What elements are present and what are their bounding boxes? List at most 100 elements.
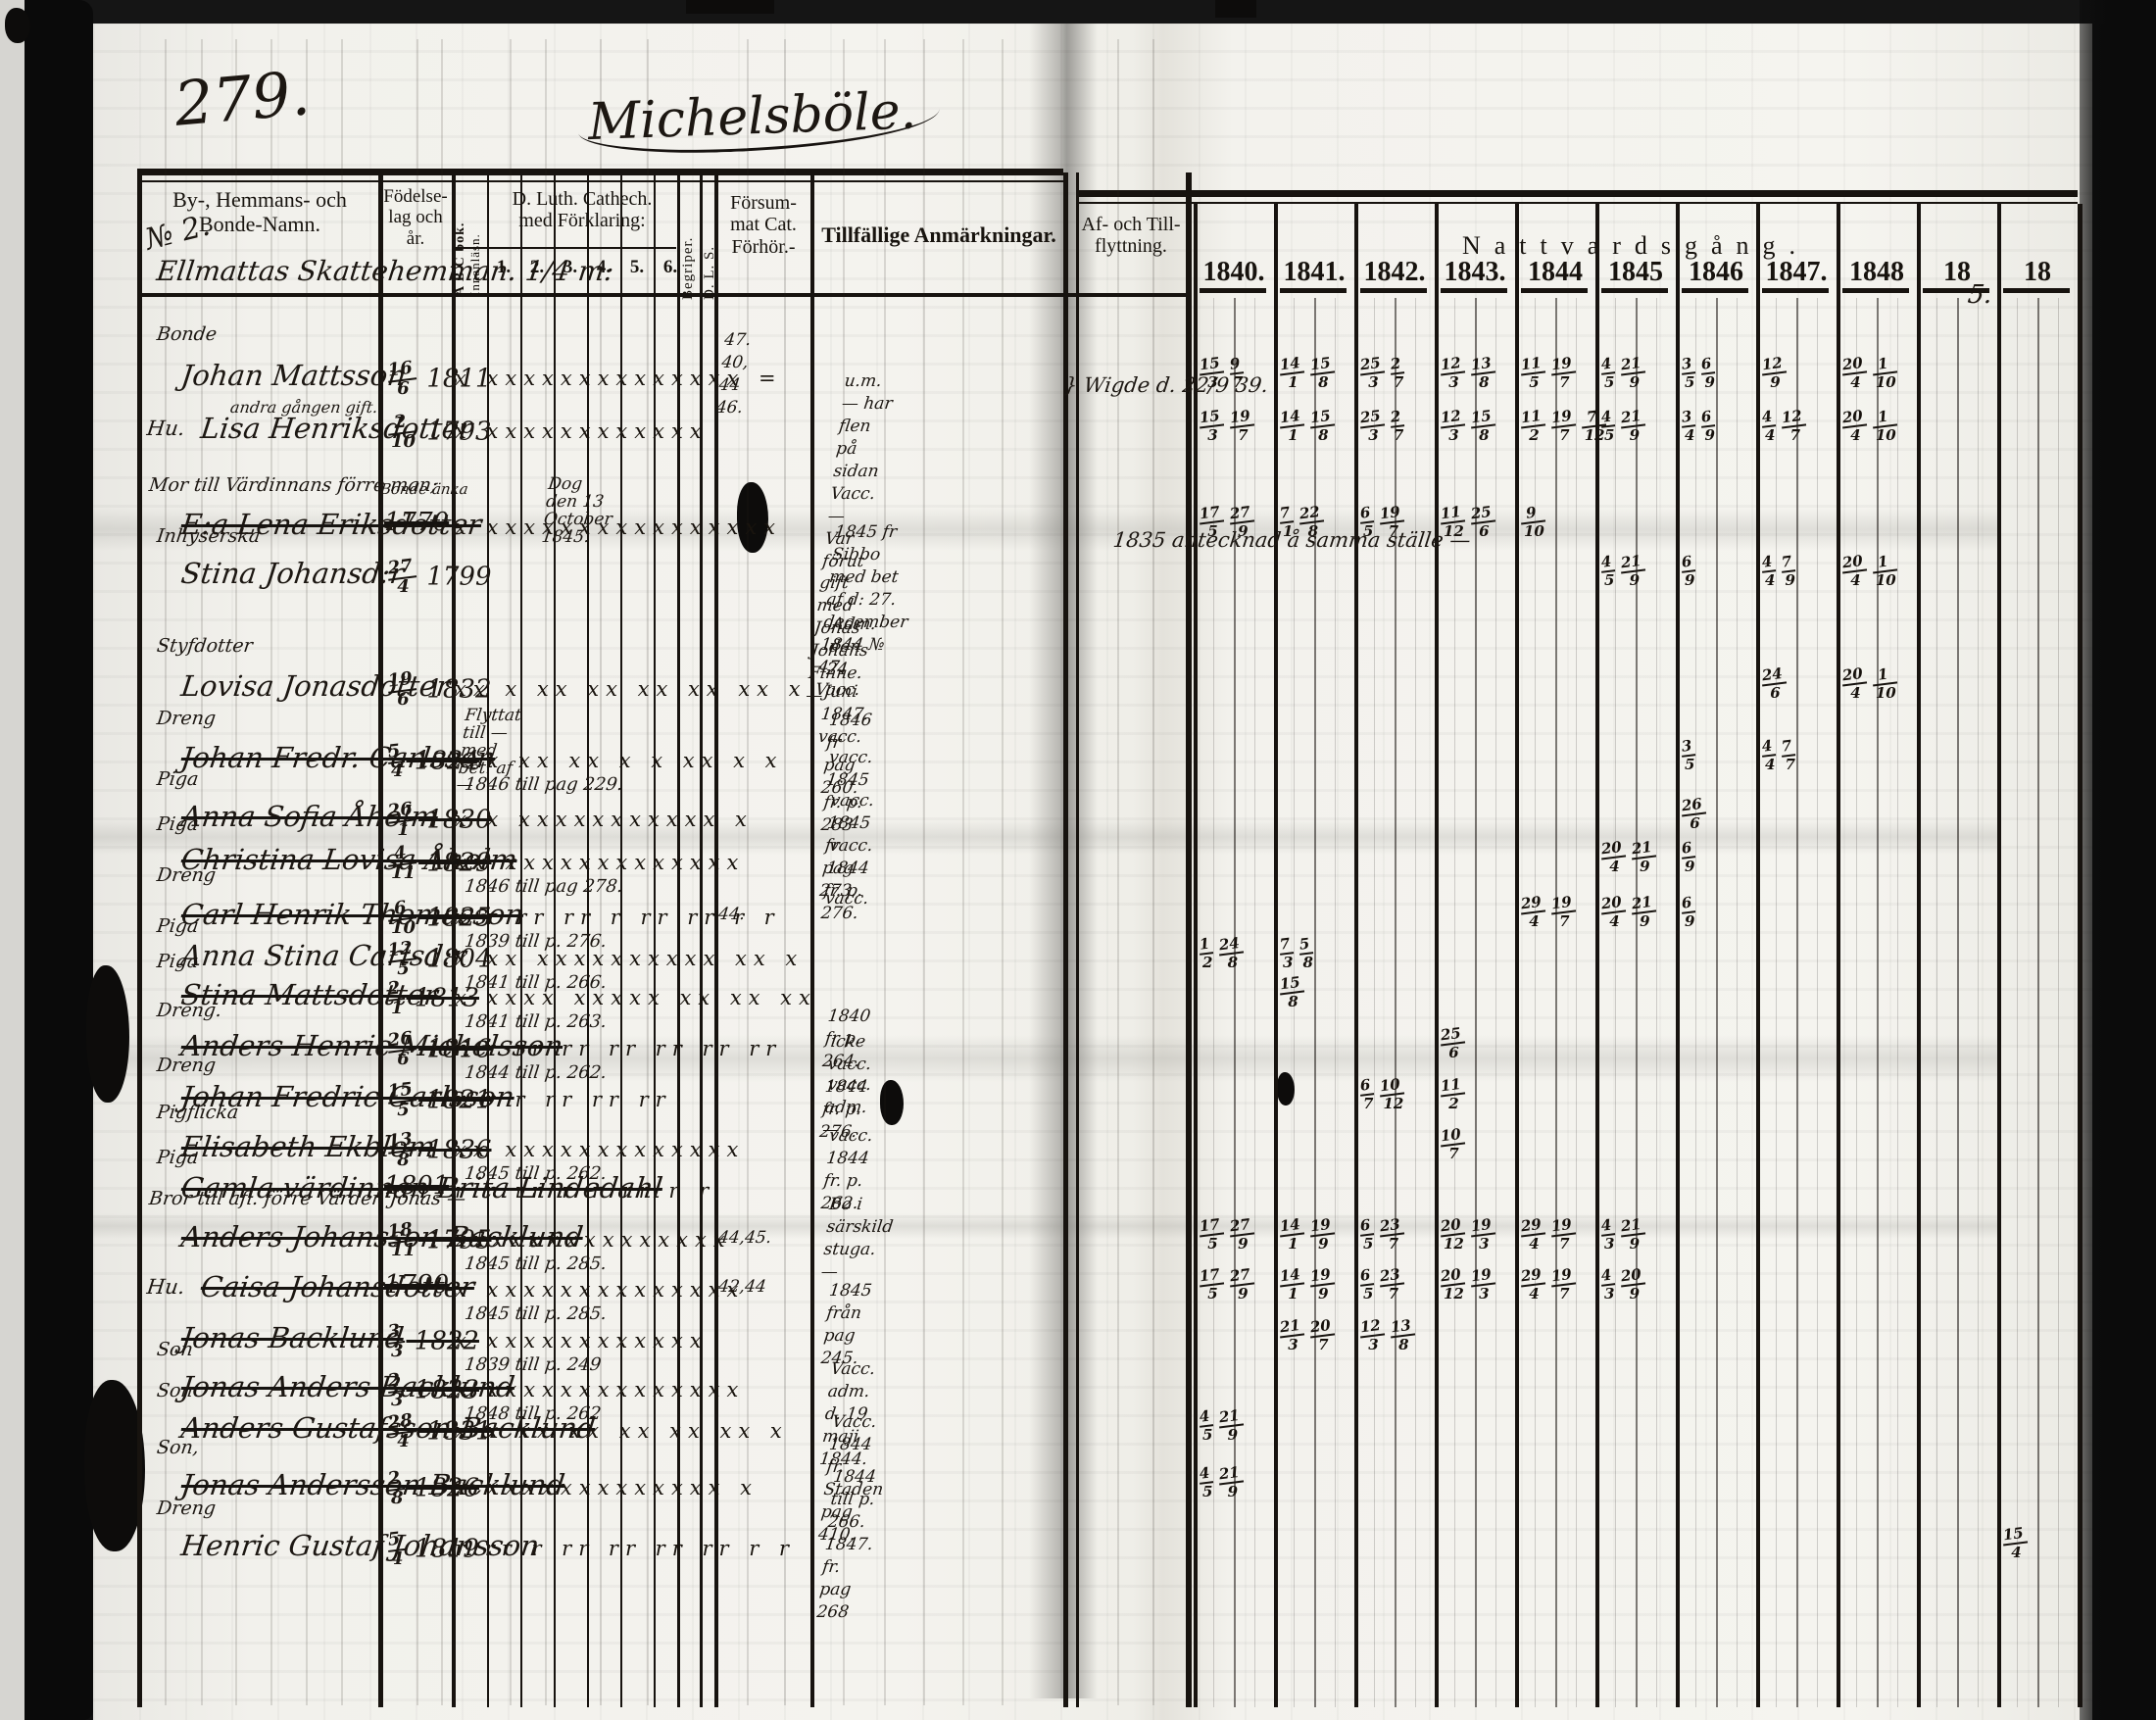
date-fraction: 26 6 [1679,794,1707,832]
birth-date: 15 5 1821 [384,1079,492,1120]
bleed-line [1817,298,1818,1707]
date-fraction: 15 3 [1197,353,1225,391]
column-rule [1076,172,1079,1707]
bleed-line [1254,298,1255,1707]
column-rule [714,172,718,1707]
person-role: Dreng [155,1055,218,1076]
communion-dates: 20 12 19 3 [1437,1214,1537,1253]
communion-dates: 20 4 1 10 [1838,663,1938,702]
date-fraction: 10 12 [1378,1074,1405,1112]
year-column-rule [1756,204,1760,1707]
header-nattvardsgang: Nattvardsgång. [1461,231,1810,260]
date-fraction: 17 5 [1197,1214,1225,1253]
plain-token: 1799 [418,562,492,592]
birth-date: 12 5 1804 [384,938,492,979]
moved-to-note: 1845 till p. 285. [463,1303,609,1324]
date-fraction: 15 8 [1307,353,1335,391]
date-fraction: 9 10 [1518,502,1546,540]
catechism-marks: x x xxxxxxxxxxx x [455,808,754,831]
date-fraction: 15 8 [1468,406,1495,444]
header-name-column: By-, Hemmans- och Bonde-Namn. [172,187,347,236]
communion-dates: 12 3 13 8 [1437,353,1537,391]
forsummat-value: 44,45. [716,1228,773,1248]
date-fraction: 2 10 [385,411,417,452]
catechism-marks: r r r rr rr rr [455,1088,672,1111]
bleed-line [270,39,272,1705]
bleed-line [1294,298,1295,1707]
date-fraction: 20 4 [1839,406,1868,444]
date-fraction: 15 4 [2000,1523,2029,1561]
communion-dates: 17 5 27 9 [1196,1264,1296,1302]
date-fraction: 28 4 [385,1410,417,1451]
plain-token: 1811 [418,364,492,394]
catechism-marks: x x xx xx x x xx x x [455,749,784,772]
date-fraction: 21 9 [1619,1214,1646,1253]
communion-dates: 25 3 2 7 [1356,406,1456,444]
year-subcolumn-rule [1555,298,1557,1707]
date-fraction: 23 7 [1378,1264,1405,1302]
catechism-sub-label: 5. [629,257,645,277]
date-fraction: 22 8 [1298,502,1325,540]
year-label: 1843. [1444,257,1506,287]
date-fraction: 13 8 [385,1129,417,1170]
ink-blob [5,8,30,43]
bleed-line [2058,298,2059,1707]
date-fraction: 29 4 [1518,1264,1546,1302]
communion-dates: 15 3 19 7 [1196,406,1296,444]
table-top-rule-right-thin [1076,202,2078,204]
plain-token: 1832 [418,674,492,705]
bleed-line [510,39,512,1705]
person-role: Inhyserska [155,525,262,547]
person-name: Stina Johansd:r [178,557,406,590]
header-begriper-column: Begriper. [680,236,696,300]
communion-dates: 9 10 [1517,502,1617,540]
catechism-marks: xxxxxxxxxxxxxxx [455,1228,732,1252]
date-fraction: 19 7 [1548,406,1576,444]
date-fraction: 1 10 [1870,353,1897,391]
bleed-line [1576,298,1577,1707]
date-fraction: 4 11 [385,842,417,883]
communion-dates: 4 3 20 9 [1597,1264,1697,1302]
table-top-rule-left-thin [137,180,1063,182]
plain-token: 1816 [418,1034,492,1064]
date-fraction: 14 1 [1277,1264,1305,1302]
year-underline [1682,288,1748,293]
remark-note: vacc. [823,889,870,909]
communion-dates: 4 5 21 9 [1196,1405,1296,1444]
year-label: 1848 [1849,257,1904,287]
date-fraction: 27 4 [385,556,417,597]
communion-dates: 14 1 15 8 [1276,353,1376,391]
bleed-line [884,39,886,1705]
bleed-line [784,39,786,1705]
bleed-line [416,39,418,1705]
communion-dates: 12 3 15 8 [1437,406,1537,444]
date-fraction: 10 7 [1438,1124,1466,1162]
communion-dates: 20 4 21 9 [1597,837,1697,875]
birth-date: 13 8 1836 [384,1129,492,1170]
header-bottom-rule [137,293,1186,297]
communion-dates: 25 6 [1437,1023,1537,1061]
plain-token: 1830 [418,805,492,835]
date-fraction: 12 3 [1438,353,1466,391]
header-forsummat-column: Försum- mat Cat. Förhör.- [730,192,797,258]
plain-token: 1790 [384,1270,450,1300]
date-fraction: 15 5 [385,1079,417,1120]
bleed-line [1695,298,1696,1707]
column-rule [554,172,556,1707]
date-fraction: 19 3 [1468,1264,1495,1302]
communion-dates: 7 1 22 8 [1276,502,1376,540]
communion-dates: 10 7 [1437,1124,1537,1162]
bleed-line [201,39,203,1705]
